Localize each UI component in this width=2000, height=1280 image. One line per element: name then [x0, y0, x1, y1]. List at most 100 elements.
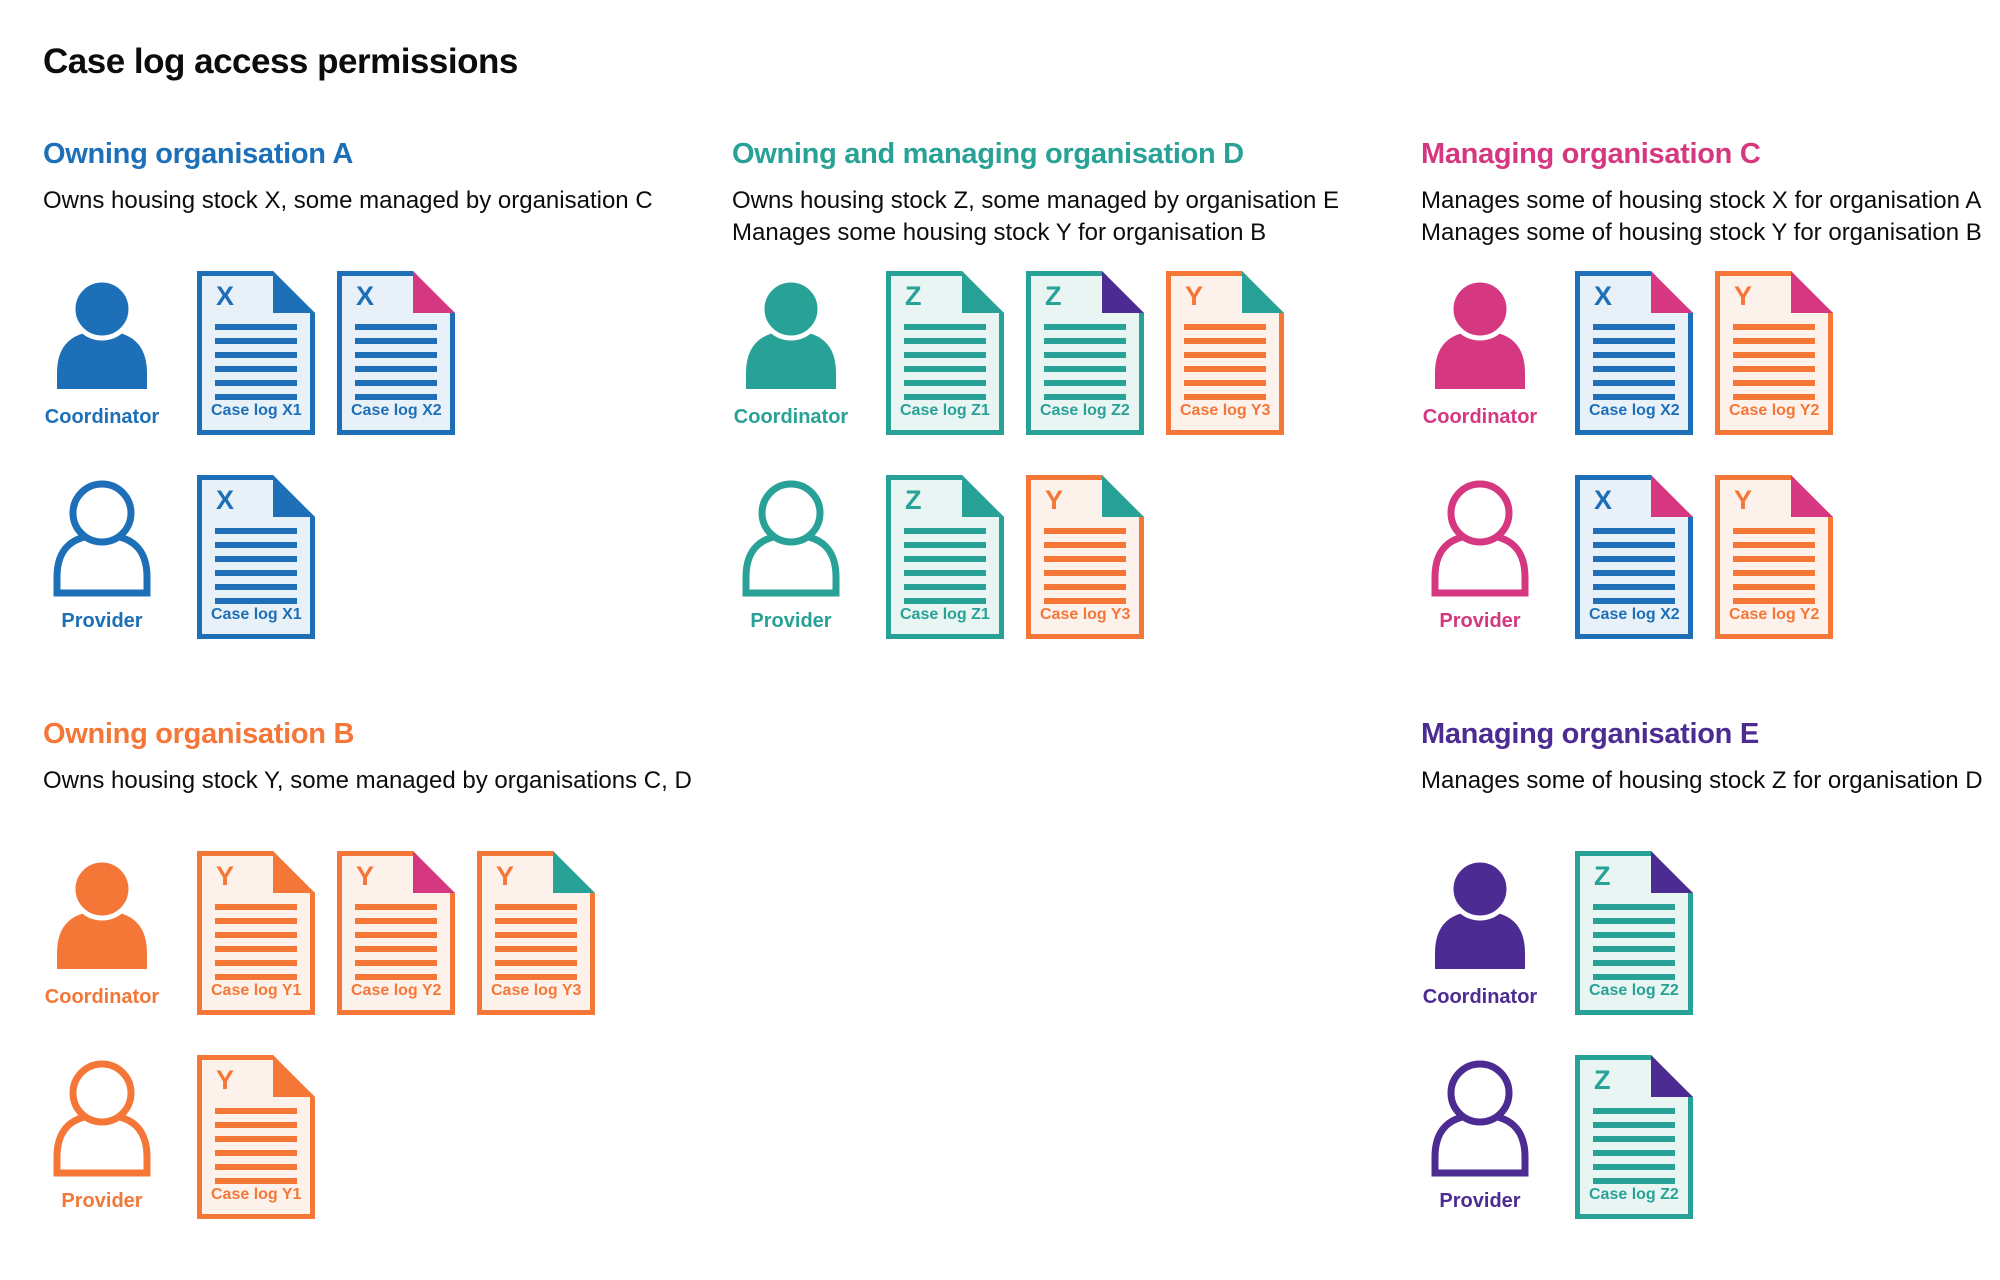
case-log-label: Case log Y3 [491, 982, 582, 999]
docs: Z Case log Z1 Y Case log Y3 [886, 475, 1144, 639]
role-label: Provider [61, 610, 143, 632]
stock-letter: Y [216, 1065, 235, 1095]
stock-letter: X [1594, 485, 1613, 515]
description-line: Owns housing stock X, some managed by or… [43, 187, 653, 214]
doc-text-lines [215, 904, 297, 980]
permission-row: Coordinator Z Case log Z2 [1421, 851, 2000, 1015]
role-label: Coordinator [1422, 986, 1538, 1008]
case-log-label: Case log Y2 [1729, 606, 1820, 623]
case-log-label: Case log X2 [1589, 606, 1680, 623]
docs: Y Case log Y1 [197, 1055, 315, 1219]
role-label: Coordinator [44, 406, 160, 428]
permission-row: Coordinator X Case log X2 Y Case log Y2 [1421, 271, 2000, 435]
coordinator-icon [1428, 855, 1532, 978]
person: Provider [1421, 475, 1539, 633]
stock-letter: Z [1594, 1065, 1611, 1095]
section-managing-organisation-c: Managing organisation C Manages some of … [1421, 138, 2000, 718]
permission-row: Provider X Case log X2 Y Case log Y2 [1421, 475, 2000, 639]
person: Coordinator [1421, 851, 1539, 1009]
docs: Z Case log Z1 Z Case log Z2 Y Case log Y… [886, 271, 1284, 435]
person: Coordinator [1421, 271, 1539, 429]
case-log-doc: X Case log X2 [1575, 271, 1693, 435]
case-log-doc: Z Case log Z1 [886, 271, 1004, 435]
section-owning-organisation-b: Owning organisation B Owns housing stock… [43, 718, 732, 1259]
section-owning-and-managing-organisation-d: Owning and managing organisation D Owns … [732, 138, 1421, 718]
section-title: Managing organisation E [1421, 718, 1759, 750]
docs: X Case log X2 Y Case log Y2 [1575, 271, 1833, 435]
coordinator-icon [50, 855, 154, 978]
person: Provider [732, 475, 850, 633]
case-log-label: Case log X1 [211, 402, 302, 419]
doc-text-lines [1593, 324, 1675, 400]
case-log-doc: X Case log X2 [1575, 475, 1693, 639]
case-log-doc: Z Case log Z2 [1575, 1055, 1693, 1219]
description-line: Manages some housing stock Y for organis… [732, 218, 1267, 246]
doc-text-lines [1733, 324, 1815, 400]
docs: Z Case log Z2 [1575, 1055, 1693, 1219]
section-rows: Coordinator X Case log X1 X Case log X2 … [43, 271, 732, 639]
case-log-doc: Y Case log Y2 [1715, 475, 1833, 639]
doc-text-lines [215, 1108, 297, 1184]
doc-text-lines [904, 528, 986, 604]
stock-letter: Z [905, 281, 922, 311]
section-description: Owns housing stock Y, some managed by or… [43, 765, 732, 841]
doc-text-lines [904, 324, 986, 400]
case-log-doc: Z Case log Z1 [886, 475, 1004, 639]
case-log-label: Case log Y1 [211, 982, 302, 999]
role-label: Provider [1439, 1190, 1521, 1212]
permission-row: Coordinator X Case log X1 X Case log X2 [43, 271, 732, 435]
stock-letter: Y [216, 861, 235, 891]
case-log-doc: Y Case log Y3 [1166, 271, 1284, 435]
person: Provider [43, 1055, 161, 1213]
case-log-label: Case log Z1 [900, 606, 990, 623]
case-log-label: Case log Z2 [1040, 402, 1130, 419]
description-line: Owns housing stock Y, some managed by or… [43, 767, 692, 794]
stock-letter: Z [1045, 281, 1062, 311]
docs: X Case log X1 [197, 475, 315, 639]
docs: Y Case log Y1 Y Case log Y2 Y Case log Y… [197, 851, 595, 1015]
description-line: Manages some of housing stock Z for orga… [1421, 767, 1983, 794]
stock-letter: Z [1594, 861, 1611, 891]
doc-text-lines [495, 904, 577, 980]
permission-row: Provider X Case log X1 [43, 475, 732, 639]
doc-text-lines [215, 528, 297, 604]
description-line: Manages some of housing stock X for orga… [1421, 187, 1982, 214]
case-log-doc: Y Case log Y1 [197, 851, 315, 1015]
case-log-doc: Y Case log Y2 [1715, 271, 1833, 435]
stock-letter: Z [905, 485, 922, 515]
section-managing-organisation-e: Managing organisation E Manages some of … [1421, 718, 2000, 1259]
person: Provider [43, 475, 161, 633]
section-description: Manages some of housing stock X for orga… [1421, 185, 2000, 261]
coordinator-icon [1428, 275, 1532, 398]
case-log-doc: Z Case log Z2 [1026, 271, 1144, 435]
docs: X Case log X2 Y Case log Y2 [1575, 475, 1833, 639]
case-log-doc: Y Case log Y1 [197, 1055, 315, 1219]
description-line: Owns housing stock Z, some managed by or… [732, 187, 1339, 214]
sections-grid: Owning organisation A Owns housing stock… [43, 138, 2000, 1259]
section-title: Owning and managing organisation D [732, 138, 1244, 170]
role-label: Coordinator [733, 406, 849, 428]
case-log-label: Case log Y2 [351, 982, 442, 999]
section-title: Owning organisation A [43, 138, 354, 170]
description-line: Manages some of housing stock Y for orga… [1421, 218, 1982, 246]
role-label: Provider [61, 1190, 143, 1212]
section-rows: Coordinator Z Case log Z1 Z Case log Z2 … [732, 271, 1421, 639]
case-log-doc: X Case log X2 [337, 271, 455, 435]
doc-text-lines [1593, 1108, 1675, 1184]
section-rows: Coordinator X Case log X2 Y Case log Y2 … [1421, 271, 2000, 639]
permission-row: Provider Z Case log Z2 [1421, 1055, 2000, 1219]
case-log-label: Case log X2 [1589, 402, 1680, 419]
page-title: Case log access permissions [43, 42, 518, 81]
role-label: Coordinator [1422, 406, 1538, 428]
case-log-label: Case log Y1 [211, 1186, 302, 1203]
case-log-label: Case log Z1 [900, 402, 990, 419]
person: Provider [1421, 1055, 1539, 1213]
case-log-label: Case log Z2 [1589, 1186, 1679, 1203]
case-log-label: Case log Y3 [1040, 606, 1131, 623]
section-rows: Coordinator Y Case log Y1 Y Case log Y2 … [43, 851, 732, 1219]
person: Coordinator [43, 851, 161, 1009]
stock-letter: Y [1185, 281, 1204, 311]
doc-text-lines [1593, 528, 1675, 604]
case-log-doc: Z Case log Z2 [1575, 851, 1693, 1015]
permission-row: Provider Z Case log Z1 Y Case log Y3 [732, 475, 1421, 639]
